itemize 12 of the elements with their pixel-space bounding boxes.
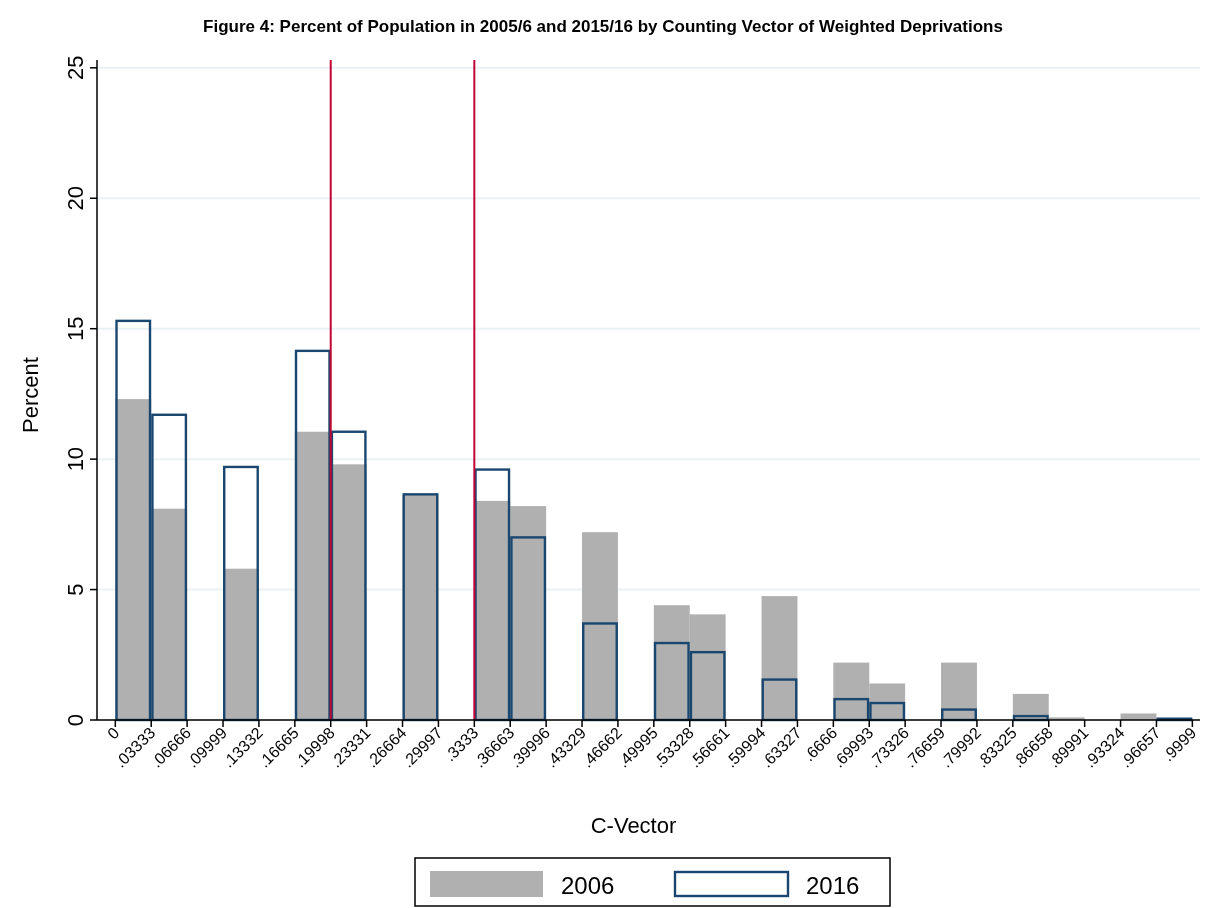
chart-title: Figure 4: Percent of Population in 2005/6 and 2015/16 by Counting Vector of Weighted Deprivations xyxy=(203,17,1003,36)
legend-label: 2016 xyxy=(806,872,860,899)
y-axis-title: Percent xyxy=(18,357,43,433)
y-tick-label: 0 xyxy=(63,713,88,727)
legend-label: 2006 xyxy=(561,872,615,899)
y-tick-label: 10 xyxy=(63,446,88,472)
y-tick-label: 15 xyxy=(63,316,88,341)
x-axis-title: C-Vector xyxy=(590,813,677,838)
y-tick-label: 20 xyxy=(63,186,88,211)
x-tick-label: 0 xyxy=(104,724,123,743)
y-tick-label: 25 xyxy=(63,55,88,81)
y-tick-label: 5 xyxy=(63,583,88,596)
